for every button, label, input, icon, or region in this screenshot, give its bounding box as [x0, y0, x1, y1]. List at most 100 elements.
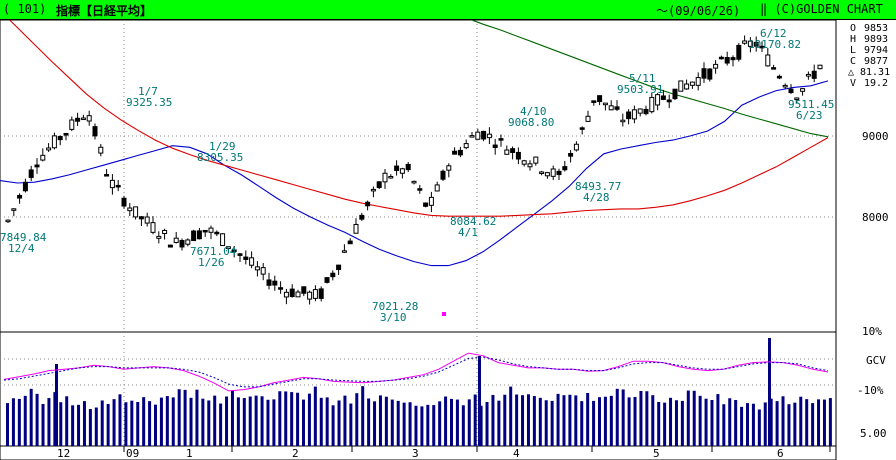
volume-bar — [65, 396, 69, 446]
volume-bar — [532, 396, 536, 446]
candle-body — [289, 288, 295, 297]
annotation-value: 9511.45 — [788, 98, 834, 111]
ma_short-line — [0, 80, 829, 267]
candle-body — [736, 44, 742, 60]
candle-body — [318, 288, 324, 299]
volume-bar — [450, 398, 453, 446]
candle-body — [504, 149, 510, 155]
ohlc-value-close: 9877 — [864, 56, 888, 67]
candle-body — [515, 151, 521, 160]
candle-body — [684, 83, 690, 90]
volume-bar — [603, 396, 607, 446]
candle-body — [243, 256, 249, 260]
volume-bar — [112, 399, 116, 446]
candle-body — [388, 175, 394, 179]
candle-body — [626, 111, 632, 120]
candle-body — [127, 207, 133, 212]
candle-body — [231, 249, 237, 252]
candle-body — [805, 73, 811, 77]
candle-body — [701, 68, 707, 79]
volume-bar — [793, 402, 797, 446]
candle-body — [341, 250, 347, 253]
volume-bar — [438, 401, 442, 446]
volume-bar — [248, 396, 252, 446]
volume-bar — [207, 400, 211, 446]
volume-bar — [272, 399, 276, 446]
candle-body — [753, 41, 759, 47]
candle-body — [307, 291, 313, 300]
candle-body — [452, 150, 458, 155]
month-label-12: 12 — [57, 447, 70, 460]
annotation-value: 10170.82 — [748, 38, 801, 51]
volume-bars — [6, 338, 832, 446]
candle-body — [510, 148, 516, 153]
candle-body — [649, 96, 655, 113]
chart-brand: ‖ (C)GOLDEN CHART — [760, 2, 883, 16]
volume-bar — [402, 402, 406, 446]
annotation-date: 12/4 — [8, 242, 35, 255]
candle-body — [475, 131, 481, 140]
candle-body — [109, 179, 115, 189]
volume-bar — [479, 405, 483, 446]
ohlc-label-low: L — [850, 45, 856, 56]
month-label-5: 5 — [653, 447, 660, 460]
volume-bar — [420, 406, 424, 446]
ohlc-label-change: △ — [848, 67, 854, 78]
volume-bar — [781, 396, 785, 446]
volume-bar — [568, 394, 572, 446]
candle-body — [585, 115, 591, 122]
volume-bar — [189, 397, 193, 446]
candle-body — [573, 143, 579, 151]
candle-body — [370, 188, 376, 192]
candle-body — [278, 287, 284, 290]
candle-body — [428, 196, 434, 206]
volume-bar — [23, 395, 27, 446]
volume-bar — [260, 396, 264, 446]
volume-bar — [686, 390, 690, 446]
annotation-value: 9325.35 — [126, 96, 172, 109]
volume-bar — [390, 399, 394, 446]
annotation-date: 1/26 — [198, 256, 225, 269]
ohlc-value-open: 9853 — [864, 23, 888, 34]
volume-bar — [361, 386, 365, 446]
oscillator-panel — [0, 331, 837, 447]
candle-body — [359, 214, 365, 220]
volume-bar — [461, 405, 465, 446]
volume-bar — [219, 403, 223, 446]
volume-bar — [225, 396, 229, 446]
candle-body — [440, 170, 446, 180]
candle-body — [40, 154, 46, 161]
candle-body — [724, 57, 730, 64]
volume-spike — [55, 364, 58, 446]
month-label-1: 1 — [186, 447, 193, 460]
candle-body — [463, 143, 469, 149]
candle-body — [486, 133, 492, 139]
volume-bar — [822, 399, 826, 446]
candle-body — [162, 229, 168, 234]
volume-bar — [213, 395, 217, 446]
osc-tick-minus10pct: -10% — [857, 384, 884, 397]
candle-body — [747, 40, 753, 47]
osc-tick-10pct: 10% — [862, 325, 882, 338]
candle-body — [133, 206, 139, 218]
volume-bar — [509, 386, 513, 446]
candle-body — [655, 94, 661, 106]
volume-bar — [59, 402, 63, 446]
volume-bar — [467, 399, 471, 446]
candle-body — [666, 99, 672, 103]
candle-body — [643, 108, 649, 115]
volume-bar — [787, 404, 791, 446]
volume-spike — [478, 356, 481, 446]
candle-body — [672, 88, 678, 100]
volume-bar — [195, 389, 199, 446]
candle-body — [353, 223, 359, 234]
osc1-line — [3, 352, 829, 392]
price-tick-8000: 8000 — [862, 211, 889, 224]
volume-bar — [669, 397, 673, 446]
volume-bar — [757, 409, 761, 446]
candle-body — [196, 230, 202, 240]
ohlc-label-volume: V — [850, 78, 856, 89]
volume-bar — [47, 398, 51, 446]
candle-body — [86, 115, 92, 122]
